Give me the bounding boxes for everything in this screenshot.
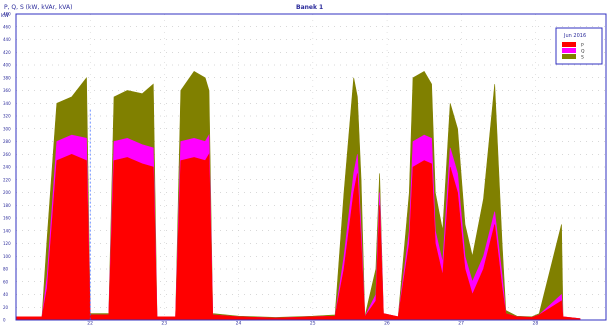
y-tick-label: 100 (3, 254, 11, 259)
y-tick-label: 140 (3, 228, 11, 233)
y-tick-label: 60 (3, 279, 9, 284)
y-tick-label: 180 (3, 203, 11, 208)
legend: Jun 2016 P Q S (555, 27, 603, 65)
plot-frame (15, 13, 607, 321)
y-tick-label: 380 (3, 75, 11, 80)
y-tick-label: 480 (3, 12, 11, 17)
axes: 0 20 40 60 80 100 120 140 160 180 200 220 240 260 280 3… (3, 12, 607, 327)
legend-label-q: Q (581, 49, 585, 55)
y-tick-label: 40 (3, 292, 9, 297)
x-tick-label: 24 (236, 321, 242, 327)
legend-title: Jun 2016 (563, 33, 586, 39)
y-tick-label: 200 (3, 190, 11, 195)
y-unit-label: kW (1, 13, 9, 19)
y-tick-label: 240 (3, 165, 11, 170)
y-tick-label: 0 (3, 318, 6, 323)
y-axis-title: P, Q, S (kW, kVAr, kVA) (4, 4, 72, 11)
y-tick-label: 360 (3, 88, 11, 93)
legend-swatch-q (562, 48, 576, 53)
legend-label-p: P (581, 43, 584, 49)
chart-title: Banek 1 (296, 4, 323, 11)
y-tick-label: 120 (3, 241, 11, 246)
y-tick-label: 320 (3, 114, 11, 119)
x-tick-label: 26 (384, 321, 390, 327)
y-tick-label: 340 (3, 101, 11, 106)
x-tick-label: 22 (87, 321, 93, 327)
x-tick-label: 28 (532, 321, 538, 327)
y-tick-label: 280 (3, 139, 11, 144)
y-tick-label: 400 (3, 63, 11, 68)
y-tick-label: 260 (3, 152, 11, 157)
y-tick-label: 80 (3, 267, 9, 272)
y-tick-label: 440 (3, 37, 11, 42)
legend-label-s: S (581, 55, 584, 61)
y-tick-label: 220 (3, 177, 11, 182)
y-tick-label: 460 (3, 24, 11, 29)
series-p-area (15, 153, 581, 321)
y-tick-label: 20 (3, 305, 9, 310)
y-tick-label: 420 (3, 50, 11, 55)
legend-swatch-p (562, 42, 576, 47)
x-tick-label: 23 (161, 321, 167, 327)
x-tick-label: 25 (310, 321, 316, 327)
y-tick-label: 300 (3, 126, 11, 131)
legend-swatch-s (562, 54, 576, 59)
series-area (15, 70, 581, 321)
y-tick-label: 160 (3, 216, 11, 221)
x-tick-label: 27 (458, 321, 464, 327)
